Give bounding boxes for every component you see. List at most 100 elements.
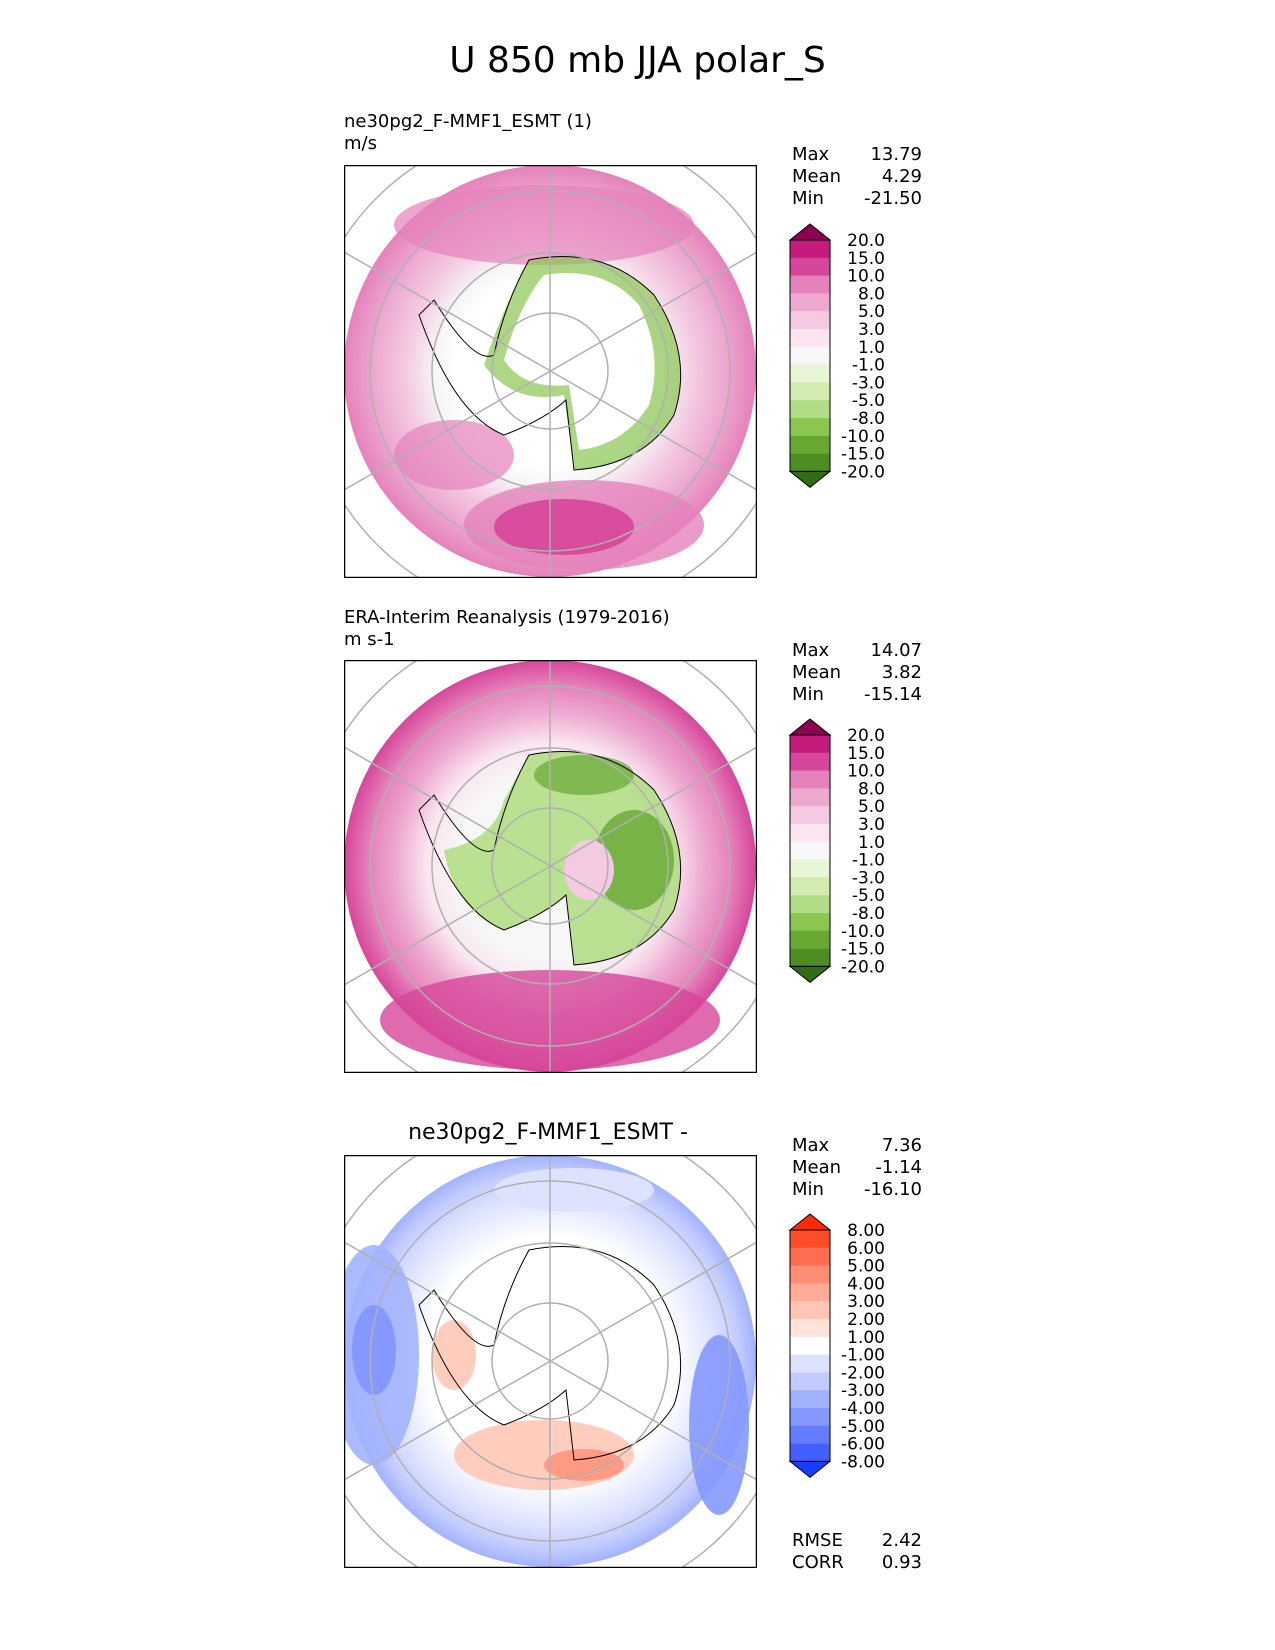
stat-mean-value: 3.82 — [881, 662, 922, 683]
rmse-value: 2.42 — [881, 1530, 922, 1551]
stat-label: Max — [792, 144, 830, 165]
colorbar-swatch — [790, 788, 830, 807]
colorbar-tick-label: -8.0 — [852, 904, 885, 924]
panel3-map — [344, 1155, 757, 1568]
graticule — [344, 165, 757, 578]
colorbar-swatch — [790, 418, 830, 437]
colorbar-tick-label: -10.0 — [841, 427, 885, 447]
colorbar-swatch — [790, 275, 830, 294]
colorbar-tick-label: 10.0 — [847, 267, 885, 287]
colorbar-swatch — [790, 257, 830, 276]
colorbar-swatch — [790, 877, 830, 896]
field-feature — [594, 810, 674, 910]
antarctic-continent-easterlies — [444, 751, 681, 965]
colorbar-swatch — [790, 240, 830, 259]
coastline — [418, 256, 682, 471]
colorbar-swatch — [790, 311, 830, 330]
colorbar-swatch — [790, 364, 830, 383]
colorbar-tick-label: 3.0 — [858, 320, 885, 340]
stat-max-value: 14.07 — [870, 640, 922, 661]
colorbar-swatch — [790, 1354, 830, 1373]
panel3-stats: Max 7.36 Mean -1.14 Min -16.10 — [792, 1135, 922, 1201]
map-frame — [344, 165, 757, 578]
panel3-title: ne30pg2_F-MMF1_ESMT - — [408, 1120, 688, 1145]
panel3-colorbar: 8.00 6.00 5.00 4.00 3.00 2.00 1.00 -1.00 -2.00 -3… — [788, 1212, 898, 1516]
colorbar-swatch — [790, 735, 830, 754]
colorbar-swatch — [790, 1283, 830, 1302]
map-frame — [344, 1155, 757, 1568]
panel1-colorbar: 20.0 15.0 10.0 8.0 5.0 3.0 1.0 -1.0 -3.0 -5.0 -8.0… — [788, 222, 898, 526]
panel1-map-svg — [344, 165, 757, 578]
field-feature — [432, 1320, 476, 1390]
colorbar-frame — [789, 239, 831, 472]
colorbar-tick-label: -4.00 — [841, 1399, 885, 1419]
colorbar-tick-label: 3.00 — [847, 1292, 885, 1312]
colorbar-svg: 8.006.005.004.003.002.001.00-1.00-2.00-3… — [788, 1213, 885, 1479]
panel2-colorbar: 20.0 15.0 10.0 8.0 5.0 3.0 1.0 -1.0 -3.0 -5.0 -8.0… — [788, 717, 898, 1021]
corr-value: 0.93 — [881, 1552, 922, 1573]
colorbar-tick-label: 20.0 — [847, 726, 885, 746]
colorbar-swatch — [790, 1265, 830, 1284]
colorbar-tick-label: -15.0 — [841, 445, 885, 465]
field-feature — [544, 1449, 624, 1481]
panel1-title-line1: ne30pg2_F-MMF1_ESMT (1) — [344, 111, 592, 132]
colorbar-swatch — [790, 329, 830, 348]
coastline — [418, 751, 682, 966]
colorbar-tick-label: -5.0 — [852, 391, 885, 411]
colorbar-tick-label: 1.0 — [858, 338, 885, 358]
colorbar-tick-label: -10.0 — [841, 922, 885, 942]
field-feature — [494, 1168, 654, 1212]
colorbar-swatch — [790, 859, 830, 878]
colorbar-swatch — [790, 1230, 830, 1249]
stat-label: Min — [792, 188, 824, 209]
panel1-map — [344, 165, 757, 578]
page-title: U 850 mb JJA polar_S — [449, 40, 826, 81]
colorbar-swatch — [790, 346, 830, 365]
panel1-title: ne30pg2_F-MMF1_ESMT (1) m/s — [344, 111, 592, 155]
colorbar-tick-label: 10.0 — [847, 762, 885, 782]
colorbar-tick-label: 8.0 — [858, 284, 885, 304]
colorbar-swatch — [790, 913, 830, 932]
colorbar-tick-label: -3.0 — [852, 868, 885, 888]
graticule — [344, 1155, 757, 1568]
field-jet-core — [494, 499, 634, 555]
colorbar-tick-label: 15.0 — [847, 249, 885, 269]
coastline — [418, 1246, 682, 1461]
metric-label: CORR — [792, 1552, 844, 1573]
colorbar-tick-label: 6.00 — [847, 1239, 885, 1259]
colorbar-tick-label: 5.00 — [847, 1257, 885, 1277]
antarctic-interior — [504, 273, 655, 450]
colorbar-tick-label: 1.0 — [858, 833, 885, 853]
panel2-map-svg — [344, 660, 757, 1073]
colorbar-tick-label: -1.0 — [852, 356, 885, 376]
stat-max-value: 13.79 — [870, 144, 922, 165]
stat-label: Mean — [792, 166, 842, 187]
colorbar-tick-label: -20.0 — [841, 462, 885, 482]
stat-max-value: 7.36 — [881, 1135, 922, 1156]
colorbar-tick-label: -5.00 — [841, 1417, 885, 1437]
colorbar-tick-label: -6.00 — [841, 1435, 885, 1455]
colorbar-swatch — [790, 1247, 830, 1266]
colorbar-swatch — [790, 1319, 830, 1338]
colorbar-swatch — [790, 770, 830, 789]
colorbar-swatch — [790, 948, 830, 967]
colorbar-swatch — [790, 435, 830, 454]
colorbar-swatch — [790, 382, 830, 401]
colorbar-swatch — [790, 1443, 830, 1462]
colorbar-swatch — [790, 1408, 830, 1427]
colorbar-extend-max — [788, 718, 832, 736]
map-frame — [344, 660, 757, 1073]
colorbar-extend-min — [788, 965, 832, 984]
panel3-metrics: RMSE 2.42 CORR 0.93 — [792, 1530, 922, 1574]
stat-label: Mean — [792, 1157, 842, 1178]
panel2-stats: Max 14.07 Mean 3.82 Min -15.14 — [792, 640, 922, 706]
panel2-title: ERA-Interim Reanalysis (1979-2016) m s-1 — [344, 607, 670, 651]
colorbar-tick-label: -1.00 — [841, 1346, 885, 1366]
stat-min-value: -21.50 — [863, 188, 922, 209]
colorbar-tick-label: -8.0 — [852, 409, 885, 429]
stat-min-value: -16.10 — [863, 1179, 922, 1200]
colorbar-tick-label: 2.00 — [847, 1310, 885, 1330]
panel1-units: m/s — [344, 133, 377, 154]
colorbar-frame — [789, 734, 831, 967]
field-feature — [352, 1305, 396, 1395]
